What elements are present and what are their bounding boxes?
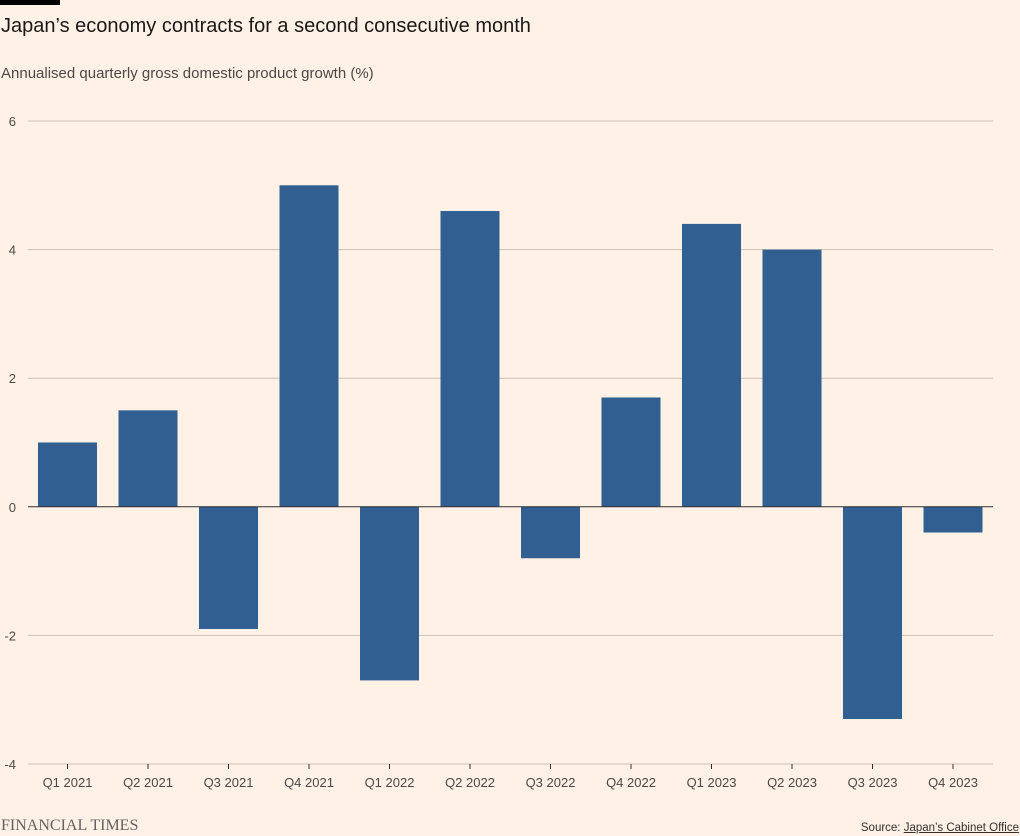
x-tick-label: Q1 2021 [43, 775, 93, 790]
chart-subtitle: Annualised quarterly gross domestic prod… [1, 65, 374, 82]
x-tick-label: Q1 2023 [687, 775, 737, 790]
y-tick-label: 4 [9, 243, 16, 258]
bar [360, 506, 419, 681]
x-tick-label: Q4 2021 [284, 775, 334, 790]
x-tick-label: Q4 2022 [606, 775, 656, 790]
ft-accent-bar [0, 0, 60, 5]
bar [118, 410, 178, 507]
x-tick-label: Q3 2021 [204, 775, 254, 790]
y-tick-label: 6 [9, 114, 16, 129]
y-tick-label: 2 [9, 371, 16, 386]
bar [601, 397, 661, 507]
bar [38, 442, 97, 507]
bar [682, 223, 741, 507]
x-tick-label: Q3 2023 [848, 775, 898, 790]
bar [440, 211, 500, 507]
y-tick-label: 0 [9, 500, 16, 515]
y-tick-labels: 6 4 2 0 -2 -4 [4, 114, 16, 772]
bar [521, 506, 580, 559]
y-tick-label: -2 [4, 628, 16, 643]
x-tick-label: Q2 2021 [123, 775, 173, 790]
x-tick-label: Q4 2023 [928, 775, 978, 790]
x-tick-labels: Q1 2021 Q2 2021 Q3 2021 Q4 2021 Q1 2022 Q2 20… [43, 775, 978, 790]
bar [199, 506, 258, 629]
source-link[interactable]: Japan’s Cabinet Office [903, 822, 1019, 834]
source-note: Source: Japan’s Cabinet Office [861, 822, 1019, 834]
bars [38, 185, 983, 719]
bar [843, 506, 902, 719]
bar [279, 185, 339, 507]
x-tick-label: Q3 2022 [526, 775, 576, 790]
bar [923, 506, 983, 533]
x-tick-label: Q2 2023 [767, 775, 817, 790]
y-tick-label: -4 [4, 757, 16, 772]
x-tick-label: Q1 2022 [365, 775, 415, 790]
bar [762, 249, 822, 507]
source-prefix: Source: [860, 822, 904, 834]
x-tick-label: Q2 2022 [445, 775, 495, 790]
axes [28, 506, 993, 769]
chart-title: Japan’s economy contracts for a second c… [1, 15, 531, 37]
ft-logo: FINANCIAL TIMES [1, 817, 139, 834]
